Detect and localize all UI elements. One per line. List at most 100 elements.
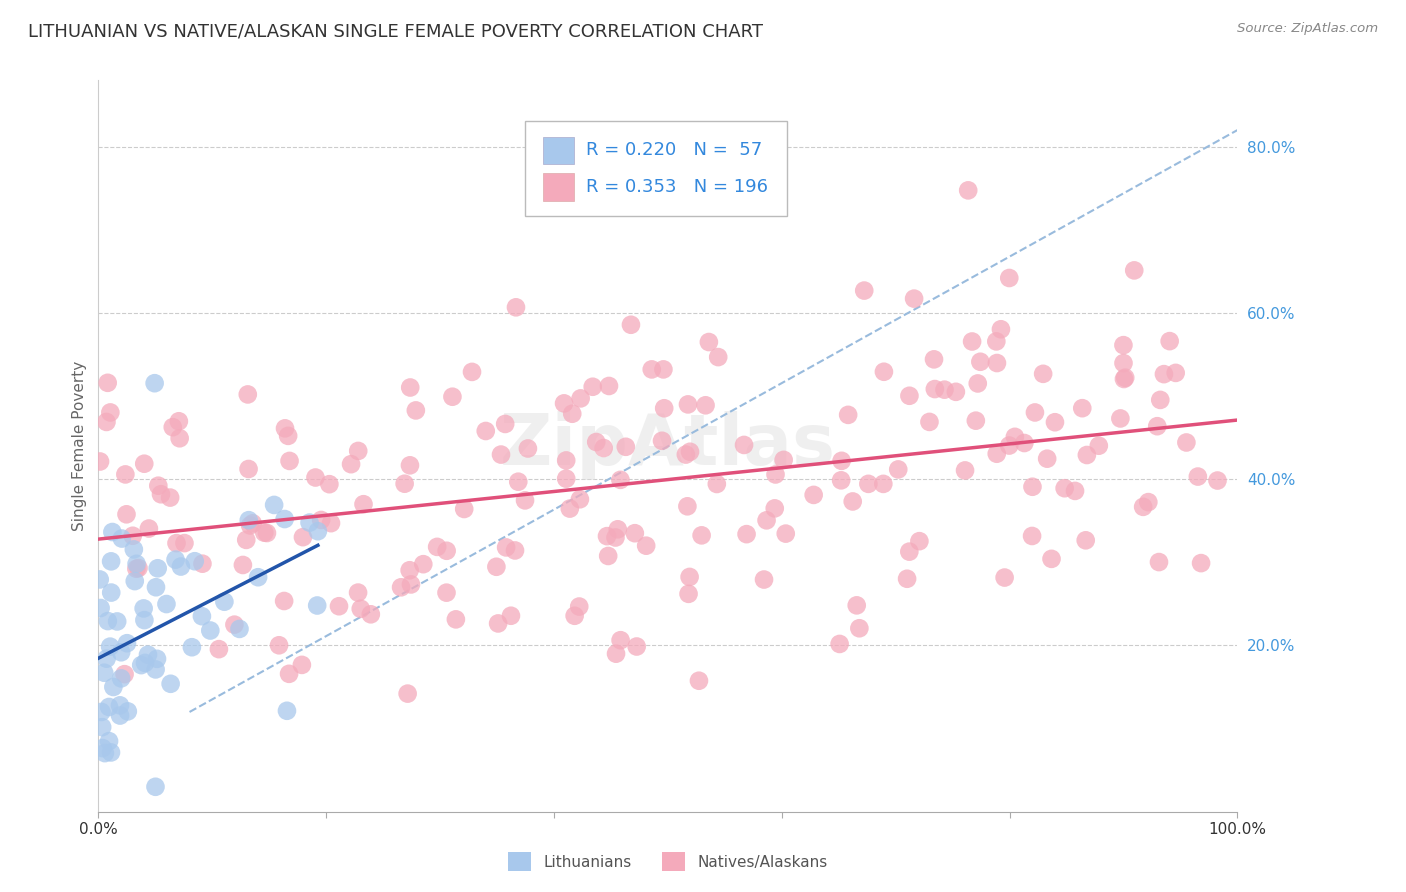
Point: [1074, 533, 1097, 548]
Point: [298, 516, 321, 530]
Point: [1064, 483, 1087, 498]
Point: [228, 622, 250, 636]
Point: [707, 350, 730, 364]
Point: [676, 500, 699, 514]
Point: [125, 557, 148, 571]
Point: [291, 530, 314, 544]
Point: [1004, 430, 1026, 444]
Point: [555, 472, 578, 486]
Point: [91, 720, 114, 734]
Point: [553, 396, 575, 410]
Point: [165, 552, 187, 566]
Point: [124, 574, 146, 588]
Point: [924, 382, 946, 396]
Point: [96, 415, 118, 429]
Point: [145, 662, 167, 676]
Point: [441, 390, 464, 404]
Point: [1053, 481, 1076, 495]
Point: [94, 746, 117, 760]
Point: [108, 708, 131, 723]
Point: [146, 652, 169, 666]
Point: [253, 525, 276, 540]
Point: [238, 513, 260, 527]
Point: [568, 599, 591, 614]
Point: [830, 473, 852, 487]
Point: [896, 572, 918, 586]
Point: [1187, 469, 1209, 483]
Point: [214, 595, 236, 609]
Point: [461, 365, 484, 379]
Point: [966, 376, 988, 391]
Point: [353, 497, 375, 511]
Point: [98, 405, 121, 419]
Point: [117, 704, 139, 718]
Point: [236, 387, 259, 401]
Point: [675, 448, 697, 462]
Point: [690, 528, 713, 542]
Text: R = 0.220   N =  57: R = 0.220 N = 57: [586, 142, 762, 160]
Point: [191, 609, 214, 624]
Point: [150, 487, 173, 501]
Point: [134, 613, 156, 627]
Point: [903, 292, 925, 306]
Point: [159, 677, 181, 691]
Point: [399, 458, 422, 473]
Point: [922, 352, 945, 367]
Point: [1112, 338, 1135, 352]
Point: [486, 616, 509, 631]
Point: [652, 401, 675, 416]
Point: [360, 607, 382, 622]
Point: [965, 414, 987, 428]
Text: R = 0.353   N = 196: R = 0.353 N = 196: [586, 178, 768, 196]
Point: [394, 476, 416, 491]
Point: [145, 580, 167, 594]
Point: [436, 543, 458, 558]
Point: [247, 570, 270, 584]
Point: [564, 608, 586, 623]
Point: [278, 454, 301, 468]
Point: [159, 491, 181, 505]
Point: [256, 526, 278, 541]
Point: [235, 533, 257, 547]
Point: [426, 540, 449, 554]
Point: [1149, 392, 1171, 407]
Point: [678, 570, 700, 584]
Point: [166, 536, 188, 550]
Point: [845, 599, 868, 613]
Point: [318, 477, 340, 491]
Point: [772, 453, 794, 467]
Point: [444, 612, 467, 626]
Point: [848, 621, 870, 635]
Point: [134, 656, 156, 670]
Point: [960, 334, 983, 349]
Point: [561, 407, 583, 421]
Point: [347, 444, 370, 458]
Point: [592, 441, 614, 455]
Point: [1175, 435, 1198, 450]
Point: [620, 318, 643, 332]
Point: [93, 665, 115, 680]
Point: [918, 415, 941, 429]
Point: [155, 597, 177, 611]
Point: [609, 633, 631, 648]
Point: [90, 601, 112, 615]
Point: [125, 562, 148, 576]
Point: [957, 183, 980, 197]
FancyBboxPatch shape: [526, 120, 787, 216]
Point: [688, 673, 710, 688]
Point: [558, 501, 581, 516]
Point: [1112, 372, 1135, 386]
Point: [97, 614, 120, 628]
Point: [100, 554, 122, 568]
Point: [238, 462, 260, 476]
Point: [828, 637, 851, 651]
Point: [405, 403, 427, 417]
Point: [105, 615, 128, 629]
Point: [1021, 529, 1043, 543]
Point: [763, 501, 786, 516]
Point: [1132, 500, 1154, 514]
Point: [626, 640, 648, 654]
Point: [908, 534, 931, 549]
Point: [697, 334, 720, 349]
Point: [706, 477, 728, 491]
